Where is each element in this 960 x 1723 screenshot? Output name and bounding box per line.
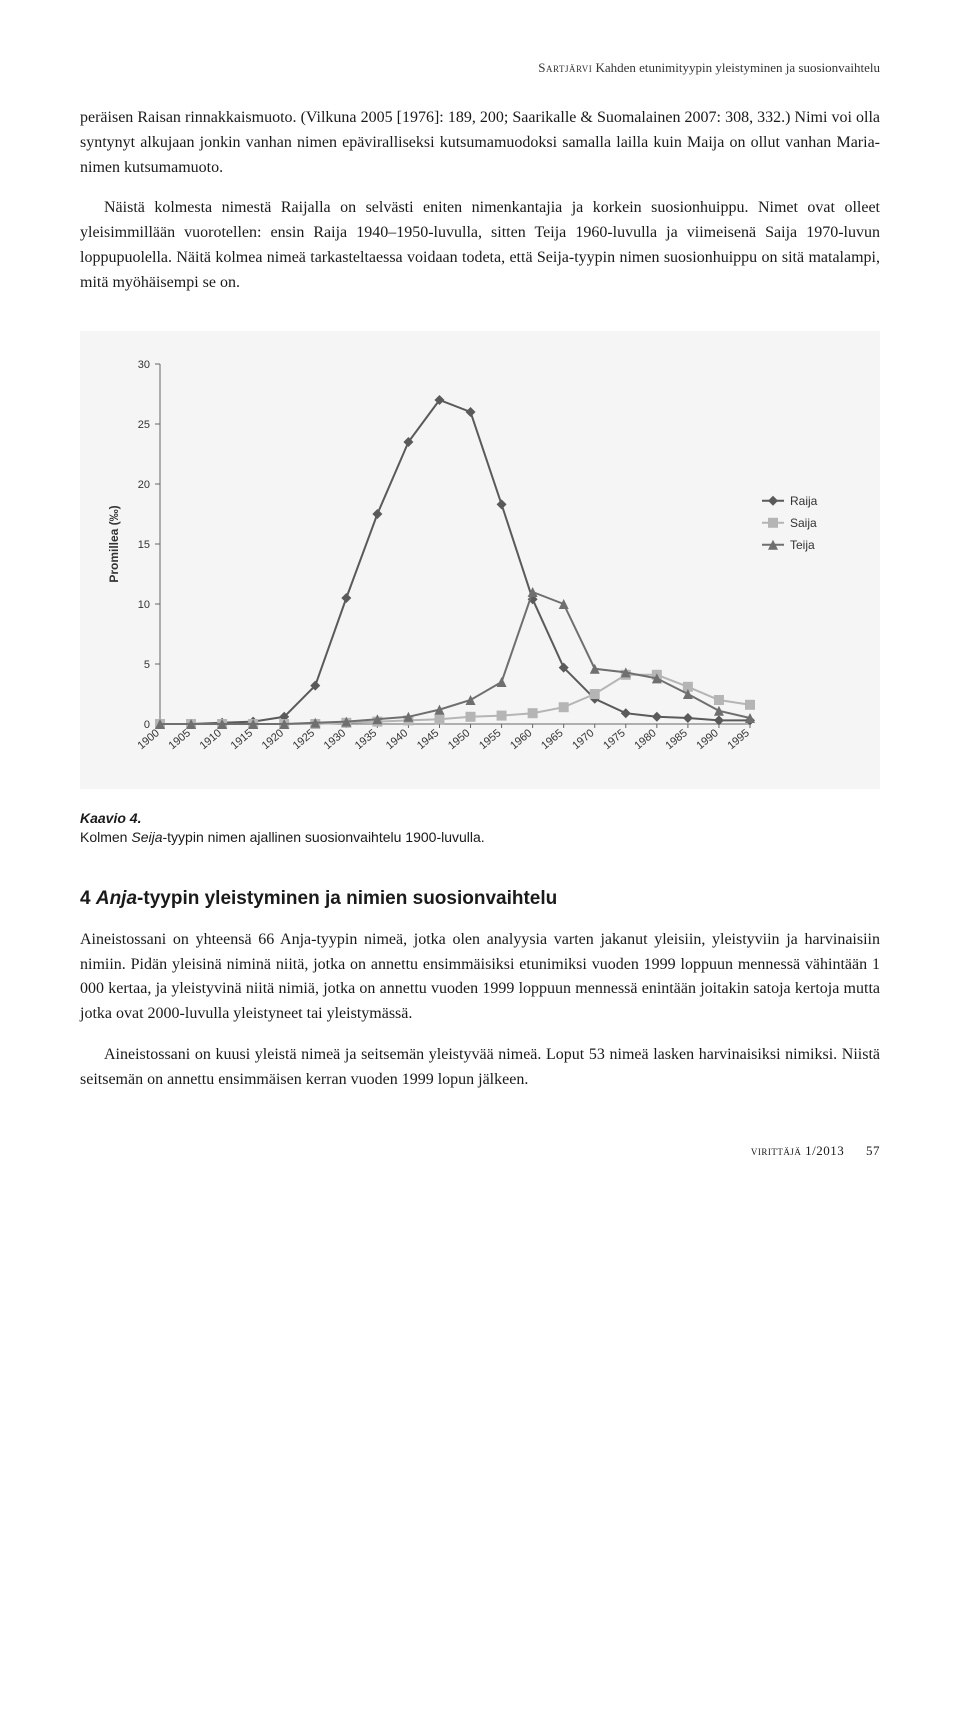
svg-text:20: 20 (138, 479, 150, 491)
svg-text:1925: 1925 (291, 727, 317, 752)
chart-caption: Kaavio 4. Kolmen Seija-tyypin nimen ajal… (80, 809, 880, 848)
caption-text-after: -tyypin nimen ajallinen suosionvaihtelu … (163, 829, 485, 845)
section-ital: Anja (96, 888, 137, 909)
svg-text:1980: 1980 (632, 727, 658, 752)
svg-text:1965: 1965 (539, 727, 565, 752)
svg-text:1900: 1900 (135, 727, 161, 752)
paragraph-1: peräisen Raisan rinnakkaismuoto. (Vilkun… (80, 106, 880, 180)
section-heading: 4 Anja-tyypin yleistyminen ja nimien suo… (80, 888, 880, 910)
svg-text:1910: 1910 (198, 727, 224, 752)
section-num: 4 (80, 888, 91, 909)
svg-text:1935: 1935 (353, 727, 379, 752)
caption-text-before: Kolmen (80, 829, 131, 845)
line-chart: 0 5 10 15 20 25 30 1900190519101915192019251930… (100, 349, 840, 779)
svg-text:1995: 1995 (725, 727, 751, 752)
svg-text:0: 0 (144, 719, 150, 731)
svg-text:1945: 1945 (415, 727, 441, 752)
svg-text:Saija: Saija (790, 515, 817, 529)
svg-text:5: 5 (144, 659, 150, 671)
svg-text:1955: 1955 (477, 727, 503, 752)
paragraph-3: Aineistossani on yhteensä 66 Anja-tyypin… (80, 928, 880, 1027)
running-head-author: Sartjärvi (538, 60, 592, 75)
paragraph-4: Aineistossani on kuusi yleistä nimeä ja … (80, 1043, 880, 1093)
svg-text:1920: 1920 (260, 727, 286, 752)
page-footer: virittäjä 1/2013 57 (80, 1143, 880, 1159)
svg-text:1975: 1975 (601, 727, 627, 752)
svg-text:1960: 1960 (508, 727, 534, 752)
svg-text:Raija: Raija (790, 493, 818, 507)
footer-page: 57 (866, 1143, 880, 1158)
svg-text:15: 15 (138, 539, 150, 551)
svg-text:25: 25 (138, 419, 150, 431)
svg-text:10: 10 (138, 599, 150, 611)
body-text-block-1: peräisen Raisan rinnakkaismuoto. (Vilkun… (80, 106, 880, 296)
svg-text:1940: 1940 (384, 727, 410, 752)
svg-text:1970: 1970 (570, 727, 596, 752)
svg-text:1915: 1915 (229, 727, 255, 752)
caption-title: Kaavio 4. (80, 810, 141, 826)
svg-text:1985: 1985 (663, 727, 689, 752)
paragraph-2: Näistä kolmesta nimestä Raijalla on selv… (80, 196, 880, 295)
svg-text:1930: 1930 (322, 727, 348, 752)
running-head-title: Kahden etunimityypin yleistyminen ja suo… (595, 60, 880, 75)
section-rest: -tyypin yleistyminen ja nimien suosionva… (137, 888, 557, 909)
running-head: Sartjärvi Kahden etunimityypin yleistymi… (80, 60, 880, 76)
body-text-block-2: Aineistossani on yhteensä 66 Anja-tyypin… (80, 928, 880, 1093)
svg-text:Teija: Teija (790, 537, 815, 551)
chart-container: 0 5 10 15 20 25 30 1900190519101915192019251930… (80, 331, 880, 789)
svg-text:1990: 1990 (694, 727, 720, 752)
svg-text:30: 30 (138, 359, 150, 371)
svg-text:1950: 1950 (446, 727, 472, 752)
svg-text:1905: 1905 (167, 727, 193, 752)
caption-ital: Seija (131, 829, 162, 845)
svg-text:Promillea (‰): Promillea (‰) (107, 505, 121, 582)
footer-journal: virittäjä 1/2013 (751, 1143, 844, 1158)
